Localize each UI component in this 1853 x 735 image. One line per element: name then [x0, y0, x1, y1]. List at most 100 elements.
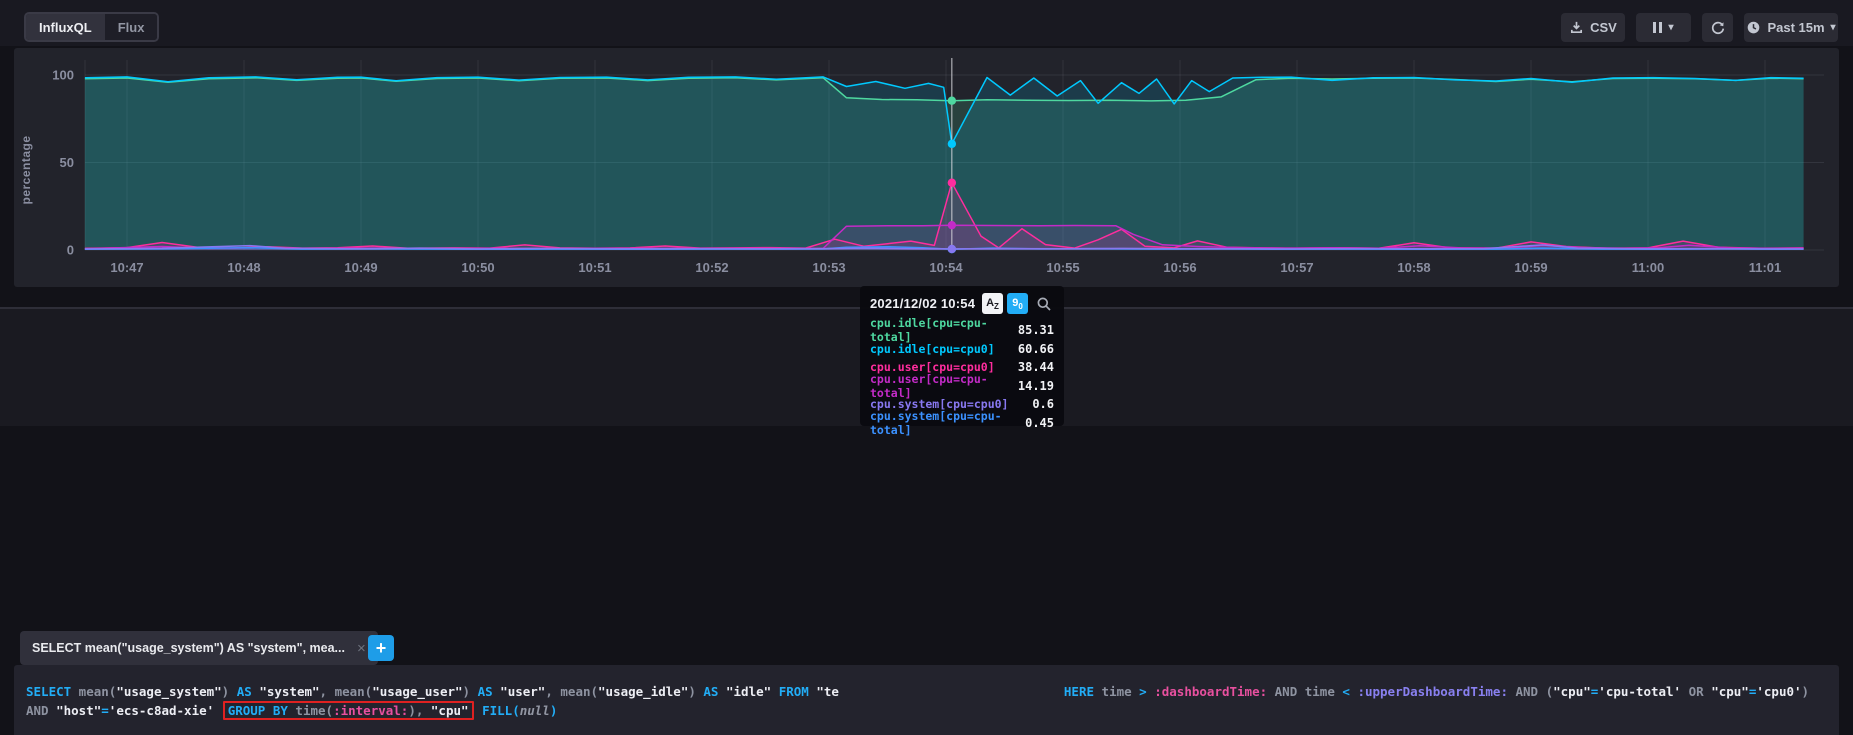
query-token — [475, 703, 483, 718]
query-token: < — [1342, 684, 1350, 699]
query-token: ) — [688, 684, 704, 699]
refresh-button[interactable] — [1702, 13, 1733, 42]
series-value: 14.19 — [1017, 378, 1054, 393]
series-value: 0.45 — [1025, 415, 1054, 430]
graph-panel: 10:47 10:48 10:49 10:50 10:51 10:52 10:53 10:54… — [14, 48, 1839, 287]
y-tick-label: 50 — [60, 155, 74, 170]
query-token: SELECT — [26, 684, 72, 699]
query-tab[interactable]: SELECT mean("usage_system") AS "system",… — [20, 631, 378, 665]
pause-icon — [1653, 22, 1663, 33]
query-token: , mean( — [545, 684, 599, 699]
y-tick-label: 0 — [67, 243, 74, 258]
query-token: :dashboardTime: — [1154, 684, 1268, 699]
download-icon — [1571, 21, 1583, 34]
pause-button[interactable]: ▾ — [1636, 13, 1691, 42]
query-token — [1350, 684, 1358, 699]
tooltip-legend-list: cpu.idle[cpu=cpu-total] 85.31 cpu.idle[cpu… — [870, 316, 1054, 437]
series-value: 38.44 — [1017, 360, 1054, 375]
x-tick-label: 10:52 — [695, 260, 728, 275]
tooltip-timestamp: 2021/12/02 10:54 — [870, 296, 976, 311]
series-area — [84, 182, 1804, 250]
query-token: FROM — [778, 684, 809, 699]
cell-editor-header: InfluxQL Flux CSV ▾ Past 15m ▾ — [0, 0, 1853, 46]
close-icon[interactable]: × — [356, 639, 366, 657]
query-token: > — [1139, 684, 1147, 699]
x-tick-label: 11:00 — [1632, 260, 1665, 275]
query-token: ) — [221, 684, 237, 699]
tooltip-legend-row: cpu.system[cpu=cpu0] 0.6 — [870, 395, 1054, 414]
x-tick-label: 10:55 — [1046, 260, 1079, 275]
query-token: 'ecs-c8ad-xie' — [108, 703, 215, 718]
time-range-dropdown[interactable]: Past 15m ▾ — [1744, 13, 1838, 42]
query-token: HERE — [1063, 684, 1095, 699]
query-token: "idle" — [718, 684, 779, 699]
series-value: 60.66 — [1017, 341, 1054, 356]
timeseries-chart[interactable]: 10:47 10:48 10:49 10:50 10:51 10:52 10:53 10:54… — [14, 48, 1839, 287]
x-tick-label: 11:01 — [1749, 260, 1782, 275]
query-token: "te — [808, 684, 839, 699]
hover-dot — [947, 96, 957, 105]
download-csv-button[interactable]: CSV — [1561, 13, 1625, 42]
chevron-down-icon: ▾ — [1668, 22, 1674, 33]
series-name: cpu.idle[cpu=cpu-total] — [870, 316, 988, 345]
add-query-button[interactable]: + — [368, 635, 394, 661]
tab-influxql[interactable]: InfluxQL — [26, 14, 105, 40]
query-token: AS — [236, 684, 252, 699]
tab-flux[interactable]: Flux — [104, 14, 158, 40]
query-token: ) — [462, 684, 478, 699]
x-tick-label: 10:59 — [1514, 260, 1547, 275]
hover-dot — [947, 178, 957, 187]
query-token: = — [1748, 684, 1757, 699]
x-tick-label: 10:57 — [1280, 260, 1313, 275]
query-token — [1147, 684, 1155, 699]
x-tick-label: 10:47 — [110, 260, 143, 275]
influxql-editor[interactable]: SELECT mean("usage_system") AS "system",… — [14, 665, 1839, 735]
query-token: "host" — [56, 703, 102, 718]
hover-dot — [947, 220, 957, 230]
query-token: time( — [287, 703, 334, 718]
series-line — [84, 76, 1804, 145]
query-token: 'cpu0' — [1756, 684, 1802, 699]
time-range-label: Past 15m — [1767, 20, 1825, 35]
legend-search-button[interactable] — [1033, 293, 1054, 314]
query-token: :upperDashboardTime: — [1357, 684, 1508, 699]
search-icon — [1037, 297, 1051, 311]
query-token: AND — [26, 703, 57, 718]
series-name: cpu.idle[cpu=cpu0] — [870, 341, 995, 356]
query-line-2: AND "host"='ecs-c8ad-xie' GROUP BY time(… — [26, 701, 1839, 720]
clock-icon — [1748, 21, 1760, 34]
query-token: time — [1094, 684, 1140, 699]
series-name: cpu.user[cpu=cpu0] — [870, 360, 995, 375]
x-tick-label: 10:49 — [344, 260, 377, 275]
tooltip-legend-row: cpu.idle[cpu=cpu-total] 85.31 — [870, 316, 1054, 344]
series-name: cpu.system[cpu=cpu-total] — [870, 408, 1002, 437]
tooltip-legend-row: cpu.idle[cpu=cpu0] 60.66 — [870, 340, 1054, 359]
query-token: FILL — [482, 703, 513, 718]
series-line — [84, 244, 1804, 250]
query-token: "usage_idle" — [598, 684, 689, 699]
chevron-down-icon: ▾ — [1830, 22, 1836, 33]
csv-label: CSV — [1590, 20, 1617, 35]
tooltip-legend-row: cpu.system[cpu=cpu-total] 0.45 — [870, 409, 1054, 437]
query-token: ) — [1801, 684, 1810, 699]
query-token: AS — [477, 684, 493, 699]
hover-dot — [947, 244, 957, 254]
query-token — [214, 703, 222, 718]
query-token: ), — [408, 703, 431, 718]
hover-dot — [947, 139, 957, 149]
series-area — [84, 225, 1804, 250]
series-name: cpu.user[cpu=cpu-total] — [870, 371, 988, 400]
query-token: null — [519, 703, 550, 718]
query-token: AS — [703, 684, 719, 699]
query-token: "user" — [492, 684, 546, 699]
query-token: ) — [549, 703, 558, 718]
tooltip-legend-row: cpu.user[cpu=cpu-total] 14.19 — [870, 372, 1054, 400]
series-value: 85.31 — [1017, 323, 1054, 338]
refresh-icon — [1711, 21, 1724, 34]
query-token: "usage_user" — [372, 684, 463, 699]
